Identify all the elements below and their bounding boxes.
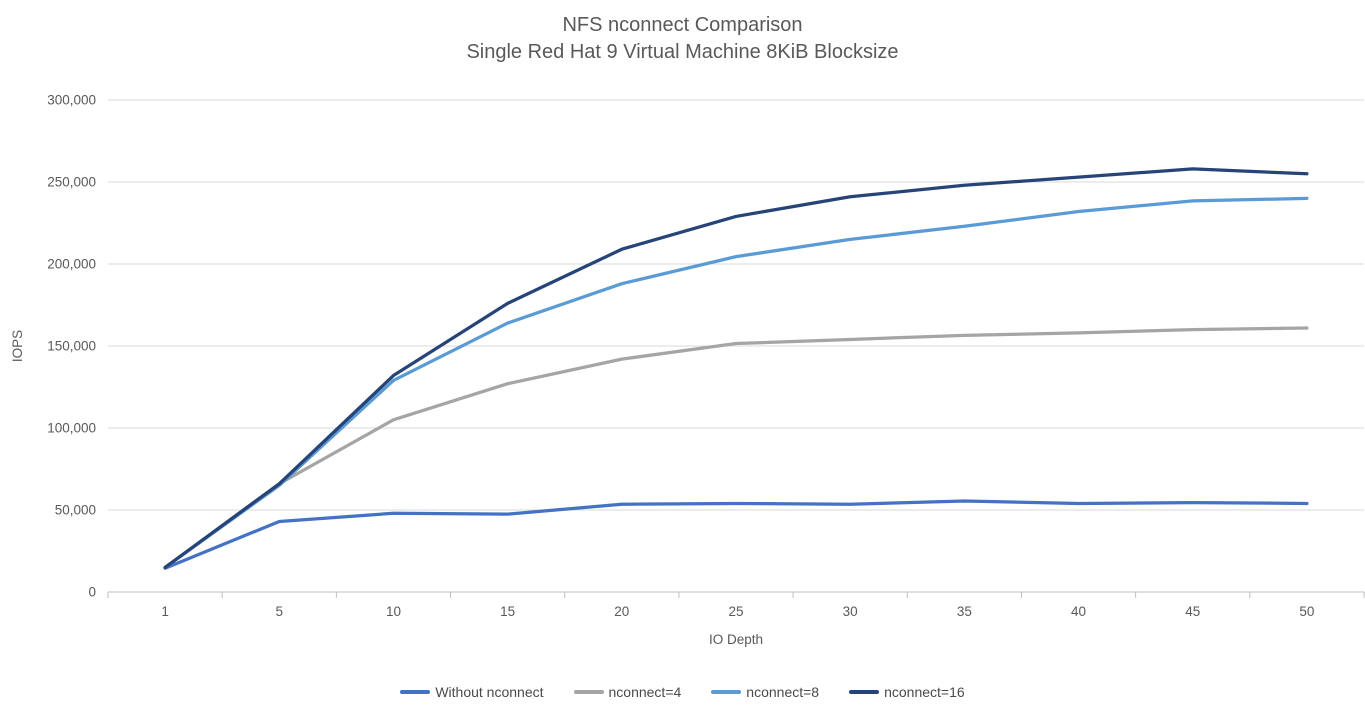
y-tick-label: 250,000: [47, 175, 96, 190]
legend-label-nconnect-8: nconnect=8: [746, 684, 820, 700]
x-tick-label: 10: [386, 604, 401, 619]
chart-title-line-1: NFS nconnect Comparison: [562, 14, 803, 36]
legend-swatch-nconnect-8: [711, 690, 742, 694]
legend-swatch-nconnect-4: [573, 690, 604, 694]
y-axis-title: IOPS: [10, 330, 25, 362]
series-line-nconnect-8: [163, 196, 1309, 570]
x-tick-label: 50: [1299, 604, 1314, 619]
chart-legend: Without nconnect nconnect=4 nconnect=8 ncon…: [0, 684, 1365, 700]
y-tick-label: 200,000: [47, 257, 96, 272]
x-tick-label: 40: [1071, 604, 1086, 619]
legend-label-without-nconnect: Without nconnect: [435, 684, 544, 700]
legend-item-nconnect-8: nconnect=8: [711, 684, 819, 700]
y-tick-label: 100,000: [47, 421, 96, 436]
legend-label-nconnect-4: nconnect=4: [608, 684, 682, 700]
legend-item-without-nconnect: Without nconnect: [400, 684, 544, 700]
chart-plot-area: 0 50,000 100,000 150,000 200,000 250,000 300,0…: [10, 93, 1365, 647]
series-line-without-nconnect: [163, 499, 1309, 570]
chart-title: NFS nconnect Comparison Single Red Hat 9…: [0, 12, 1365, 66]
y-tick-label: 50,000: [55, 503, 96, 518]
y-tick-label: 150,000: [47, 339, 96, 354]
x-tick-label: 45: [1185, 604, 1200, 619]
y-tick-label: 0: [88, 585, 96, 600]
legend-item-nconnect-4: nconnect=4: [573, 684, 682, 700]
legend-item-nconnect-16: nconnect=16: [849, 684, 965, 700]
series-line-nconnect-16: [163, 167, 1309, 570]
legend-label-nconnect-16: nconnect=16: [884, 684, 965, 700]
x-tick-label: 5: [276, 604, 284, 619]
chart-svg: 0 50,000 100,000 150,000 200,000 250,000 300,0…: [10, 93, 1365, 647]
x-tick-label: 30: [843, 604, 858, 619]
x-tick-label: 1: [161, 604, 169, 619]
chart-title-line-2: Single Red Hat 9 Virtual Machine 8KiB Bl…: [466, 41, 899, 63]
legend-swatch-without-nconnect: [400, 690, 431, 694]
x-tick-label: 20: [614, 604, 629, 619]
series-line-nconnect-4: [163, 326, 1309, 570]
x-tick-label: 35: [957, 604, 972, 619]
x-tick-label: 25: [728, 604, 743, 619]
x-axis-title: IO Depth: [709, 632, 763, 647]
y-tick-label: 300,000: [47, 93, 96, 108]
x-tick-label: 15: [500, 604, 515, 619]
legend-swatch-nconnect-16: [849, 690, 880, 694]
